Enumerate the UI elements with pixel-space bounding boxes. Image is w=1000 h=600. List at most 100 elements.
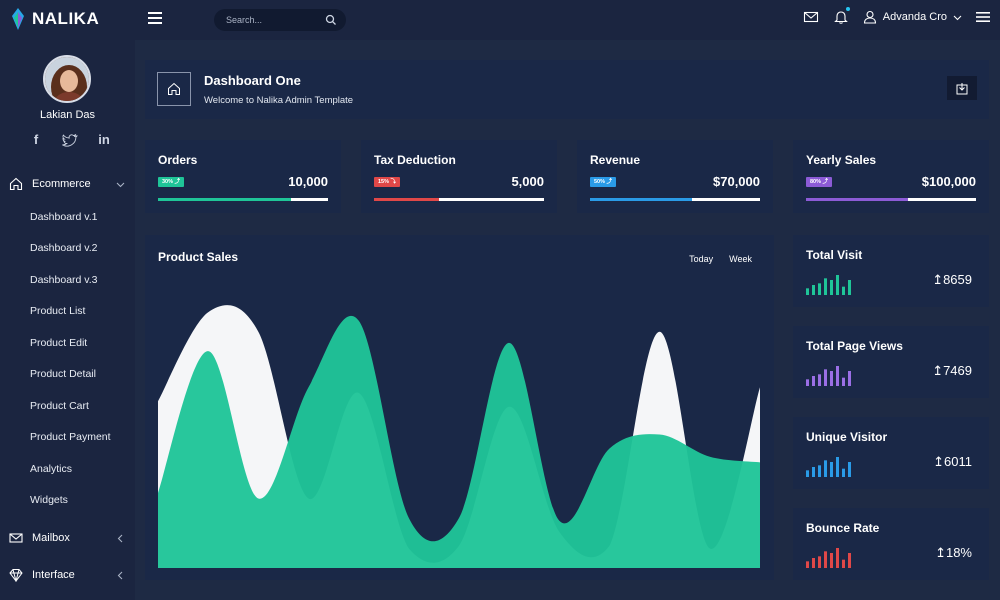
notification-dot xyxy=(845,7,850,11)
stat-title: Yearly Sales xyxy=(806,153,877,167)
mini-value: ↥18% xyxy=(935,545,972,560)
sidebar-item-product-list[interactable]: Product List xyxy=(30,305,86,317)
product-sales-chart xyxy=(158,305,760,568)
sparkline-bar xyxy=(806,561,809,568)
page-subtitle: Welcome to Nalika Admin Template xyxy=(204,95,354,106)
sparkline-bar xyxy=(836,366,839,386)
stat-progress-bar xyxy=(374,198,544,201)
search-icon[interactable] xyxy=(325,14,337,26)
chevron-left-icon xyxy=(117,534,123,542)
mini-title: Unique Visitor xyxy=(806,430,888,444)
sparkline-bar xyxy=(812,285,815,295)
sparkline-bar xyxy=(848,462,851,477)
brand-logo[interactable]: NALIKA xyxy=(10,8,99,30)
sparkline-bar xyxy=(806,288,809,295)
chart-tabs: Today Week xyxy=(689,254,752,264)
sidebar-section-label: Ecommerce xyxy=(32,178,91,190)
home-button[interactable] xyxy=(157,72,191,106)
top-bar: NALIKA Advanda Cro xyxy=(0,0,1000,40)
twitter-icon[interactable] xyxy=(62,132,78,148)
chevron-down-icon xyxy=(116,182,125,187)
stat-progress-bar xyxy=(158,198,328,201)
chart-area-series-2 xyxy=(158,315,760,568)
sparkline-bar xyxy=(806,470,809,477)
sidebar-section-label: Interface xyxy=(32,569,75,581)
mini-value: ↥8659 xyxy=(932,272,972,287)
sparkline-bar xyxy=(830,553,833,568)
home-icon xyxy=(168,82,180,95)
stat-card-tax-deduction: Tax Deduction 15% ⤵ 5,000 xyxy=(361,140,557,213)
stat-title: Revenue xyxy=(590,153,641,167)
sidebar-item-dashboard-v3[interactable]: Dashboard v.3 xyxy=(30,274,98,286)
logo-icon xyxy=(12,8,24,30)
sparkline-bar xyxy=(818,465,821,477)
stat-value: 5,000 xyxy=(511,174,544,189)
sparkline-bar xyxy=(812,376,815,386)
mini-card-total-visit: Total Visit ↥8659 xyxy=(793,235,989,307)
mini-value: ↥6011 xyxy=(933,454,972,469)
sparkline-bar xyxy=(818,283,821,295)
sidebar-section-interface[interactable]: Interface xyxy=(0,566,135,584)
stat-progress-fill xyxy=(158,198,291,201)
sidebar-item-dashboard-v1[interactable]: Dashboard v.1 xyxy=(30,211,98,223)
sparkline-bar xyxy=(812,558,815,568)
download-button[interactable] xyxy=(947,76,977,100)
sidebar-item-widgets[interactable]: Widgets xyxy=(30,494,68,506)
sidebar-item-analytics[interactable]: Analytics xyxy=(30,463,73,475)
sidebar-section-mailbox[interactable]: Mailbox xyxy=(0,529,135,547)
stat-badge: 30% ⤴ xyxy=(158,177,185,187)
stat-progress-bar xyxy=(590,198,760,201)
stat-badge: 15% ⤵ xyxy=(374,177,401,187)
sparkline-bar xyxy=(836,275,839,295)
search-box xyxy=(214,9,346,31)
home-icon xyxy=(9,177,23,191)
notification-button[interactable] xyxy=(833,7,850,25)
stat-card-revenue: Revenue 50% ⤴ $70,000 xyxy=(577,140,773,213)
sparkline-bar xyxy=(830,462,833,477)
sidebar-item-product-payment[interactable]: Product Payment xyxy=(30,431,111,443)
sparkline-bar xyxy=(824,551,827,568)
user-menu[interactable]: Advanda Cro xyxy=(863,10,962,24)
download-icon xyxy=(956,82,968,94)
linkedin-icon[interactable]: in xyxy=(98,132,110,147)
sidebar-section-label: Mailbox xyxy=(32,532,70,544)
mini-card-bounce-rate: Bounce Rate ↥18% xyxy=(793,508,989,580)
facebook-icon[interactable]: f xyxy=(33,132,39,147)
sparkline-bar xyxy=(848,553,851,568)
sparkline-bar xyxy=(806,379,809,386)
search-input[interactable] xyxy=(226,15,322,25)
sidebar: Lakian Das f in Ecommerce Dashboard v.1 … xyxy=(0,40,135,600)
diamond-icon xyxy=(9,569,23,582)
mail-icon[interactable] xyxy=(803,9,819,25)
tab-week[interactable]: Week xyxy=(729,254,752,264)
sparkline-bar xyxy=(842,377,845,386)
sidebar-item-product-detail[interactable]: Product Detail xyxy=(30,368,96,380)
stat-title: Orders xyxy=(158,153,198,167)
stat-progress-bar xyxy=(806,198,976,201)
sidebar-section-ecommerce[interactable]: Ecommerce xyxy=(0,175,135,193)
tab-today[interactable]: Today xyxy=(689,254,714,264)
sparkline-bar xyxy=(836,548,839,568)
menu-toggle-icon[interactable] xyxy=(148,12,162,24)
chevron-left-icon xyxy=(117,571,123,579)
stat-progress-fill xyxy=(806,198,908,201)
mini-title: Bounce Rate xyxy=(806,521,880,535)
stat-progress-fill xyxy=(374,198,439,201)
sidebar-item-product-cart[interactable]: Product Cart xyxy=(30,400,89,412)
mini-title: Total Page Views xyxy=(806,339,903,353)
sidebar-item-product-edit[interactable]: Product Edit xyxy=(30,337,88,349)
sparkline-bar xyxy=(818,374,821,386)
sparkline-bar xyxy=(848,280,851,295)
stat-card-yearly-sales: Yearly Sales 80% ⤴ $100,000 xyxy=(793,140,989,213)
sidebar-item-dashboard-v2[interactable]: Dashboard v.2 xyxy=(30,242,98,254)
profile-name: Lakian Das xyxy=(39,109,96,121)
sparkline-bar xyxy=(824,278,827,295)
mini-card-unique-visitor: Unique Visitor ↥6011 xyxy=(793,417,989,489)
stat-badge: 80% ⤴ xyxy=(806,177,833,187)
sparkline xyxy=(806,275,851,295)
sparkline-bar xyxy=(842,286,845,295)
top-right-actions: Advanda Cro xyxy=(803,7,990,25)
avatar[interactable] xyxy=(43,55,91,103)
menu-icon[interactable] xyxy=(976,11,990,23)
sparkline xyxy=(806,548,851,568)
